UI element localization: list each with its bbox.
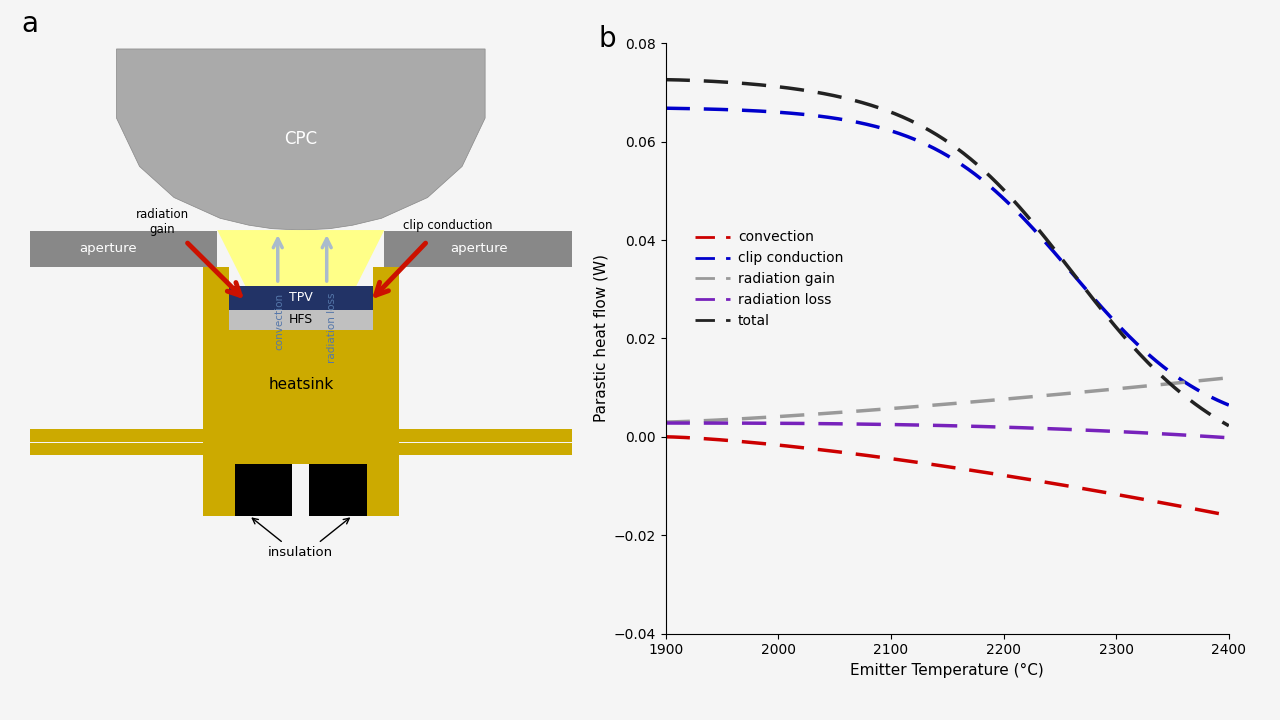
Text: heatsink: heatsink (269, 377, 333, 392)
Text: radiation
gain: radiation gain (136, 207, 189, 235)
Text: insulation: insulation (269, 546, 333, 559)
Bar (31, 443, 223, 455)
Bar (204, 266, 229, 464)
Text: HFS: HFS (289, 313, 312, 326)
Text: CPC: CPC (284, 130, 317, 148)
Y-axis label: Parastic heat flow (W): Parastic heat flow (W) (593, 254, 608, 423)
Text: radiation loss: radiation loss (328, 293, 338, 364)
Bar (310, 464, 367, 516)
Bar (367, 464, 399, 516)
Bar (379, 443, 572, 455)
Bar (229, 330, 372, 438)
Legend: convection, clip conduction, radiation gain, radiation loss, total: convection, clip conduction, radiation g… (690, 225, 849, 334)
Bar (31, 230, 218, 266)
Text: convection: convection (274, 293, 284, 350)
Bar (234, 464, 292, 516)
Bar (31, 429, 223, 441)
Bar (204, 438, 399, 464)
Polygon shape (116, 49, 485, 230)
Text: aperture: aperture (451, 242, 508, 255)
X-axis label: Emitter Temperature (°C): Emitter Temperature (°C) (850, 663, 1044, 678)
Text: TPV: TPV (289, 292, 312, 305)
Bar (384, 230, 572, 266)
Bar (204, 464, 234, 516)
Polygon shape (218, 230, 384, 322)
Text: clip conduction: clip conduction (403, 219, 493, 232)
Bar (229, 286, 372, 310)
Bar (379, 429, 572, 441)
Bar (229, 310, 372, 330)
Text: b: b (598, 25, 616, 53)
Bar (372, 266, 399, 464)
Text: a: a (22, 9, 38, 37)
Text: aperture: aperture (79, 242, 137, 255)
